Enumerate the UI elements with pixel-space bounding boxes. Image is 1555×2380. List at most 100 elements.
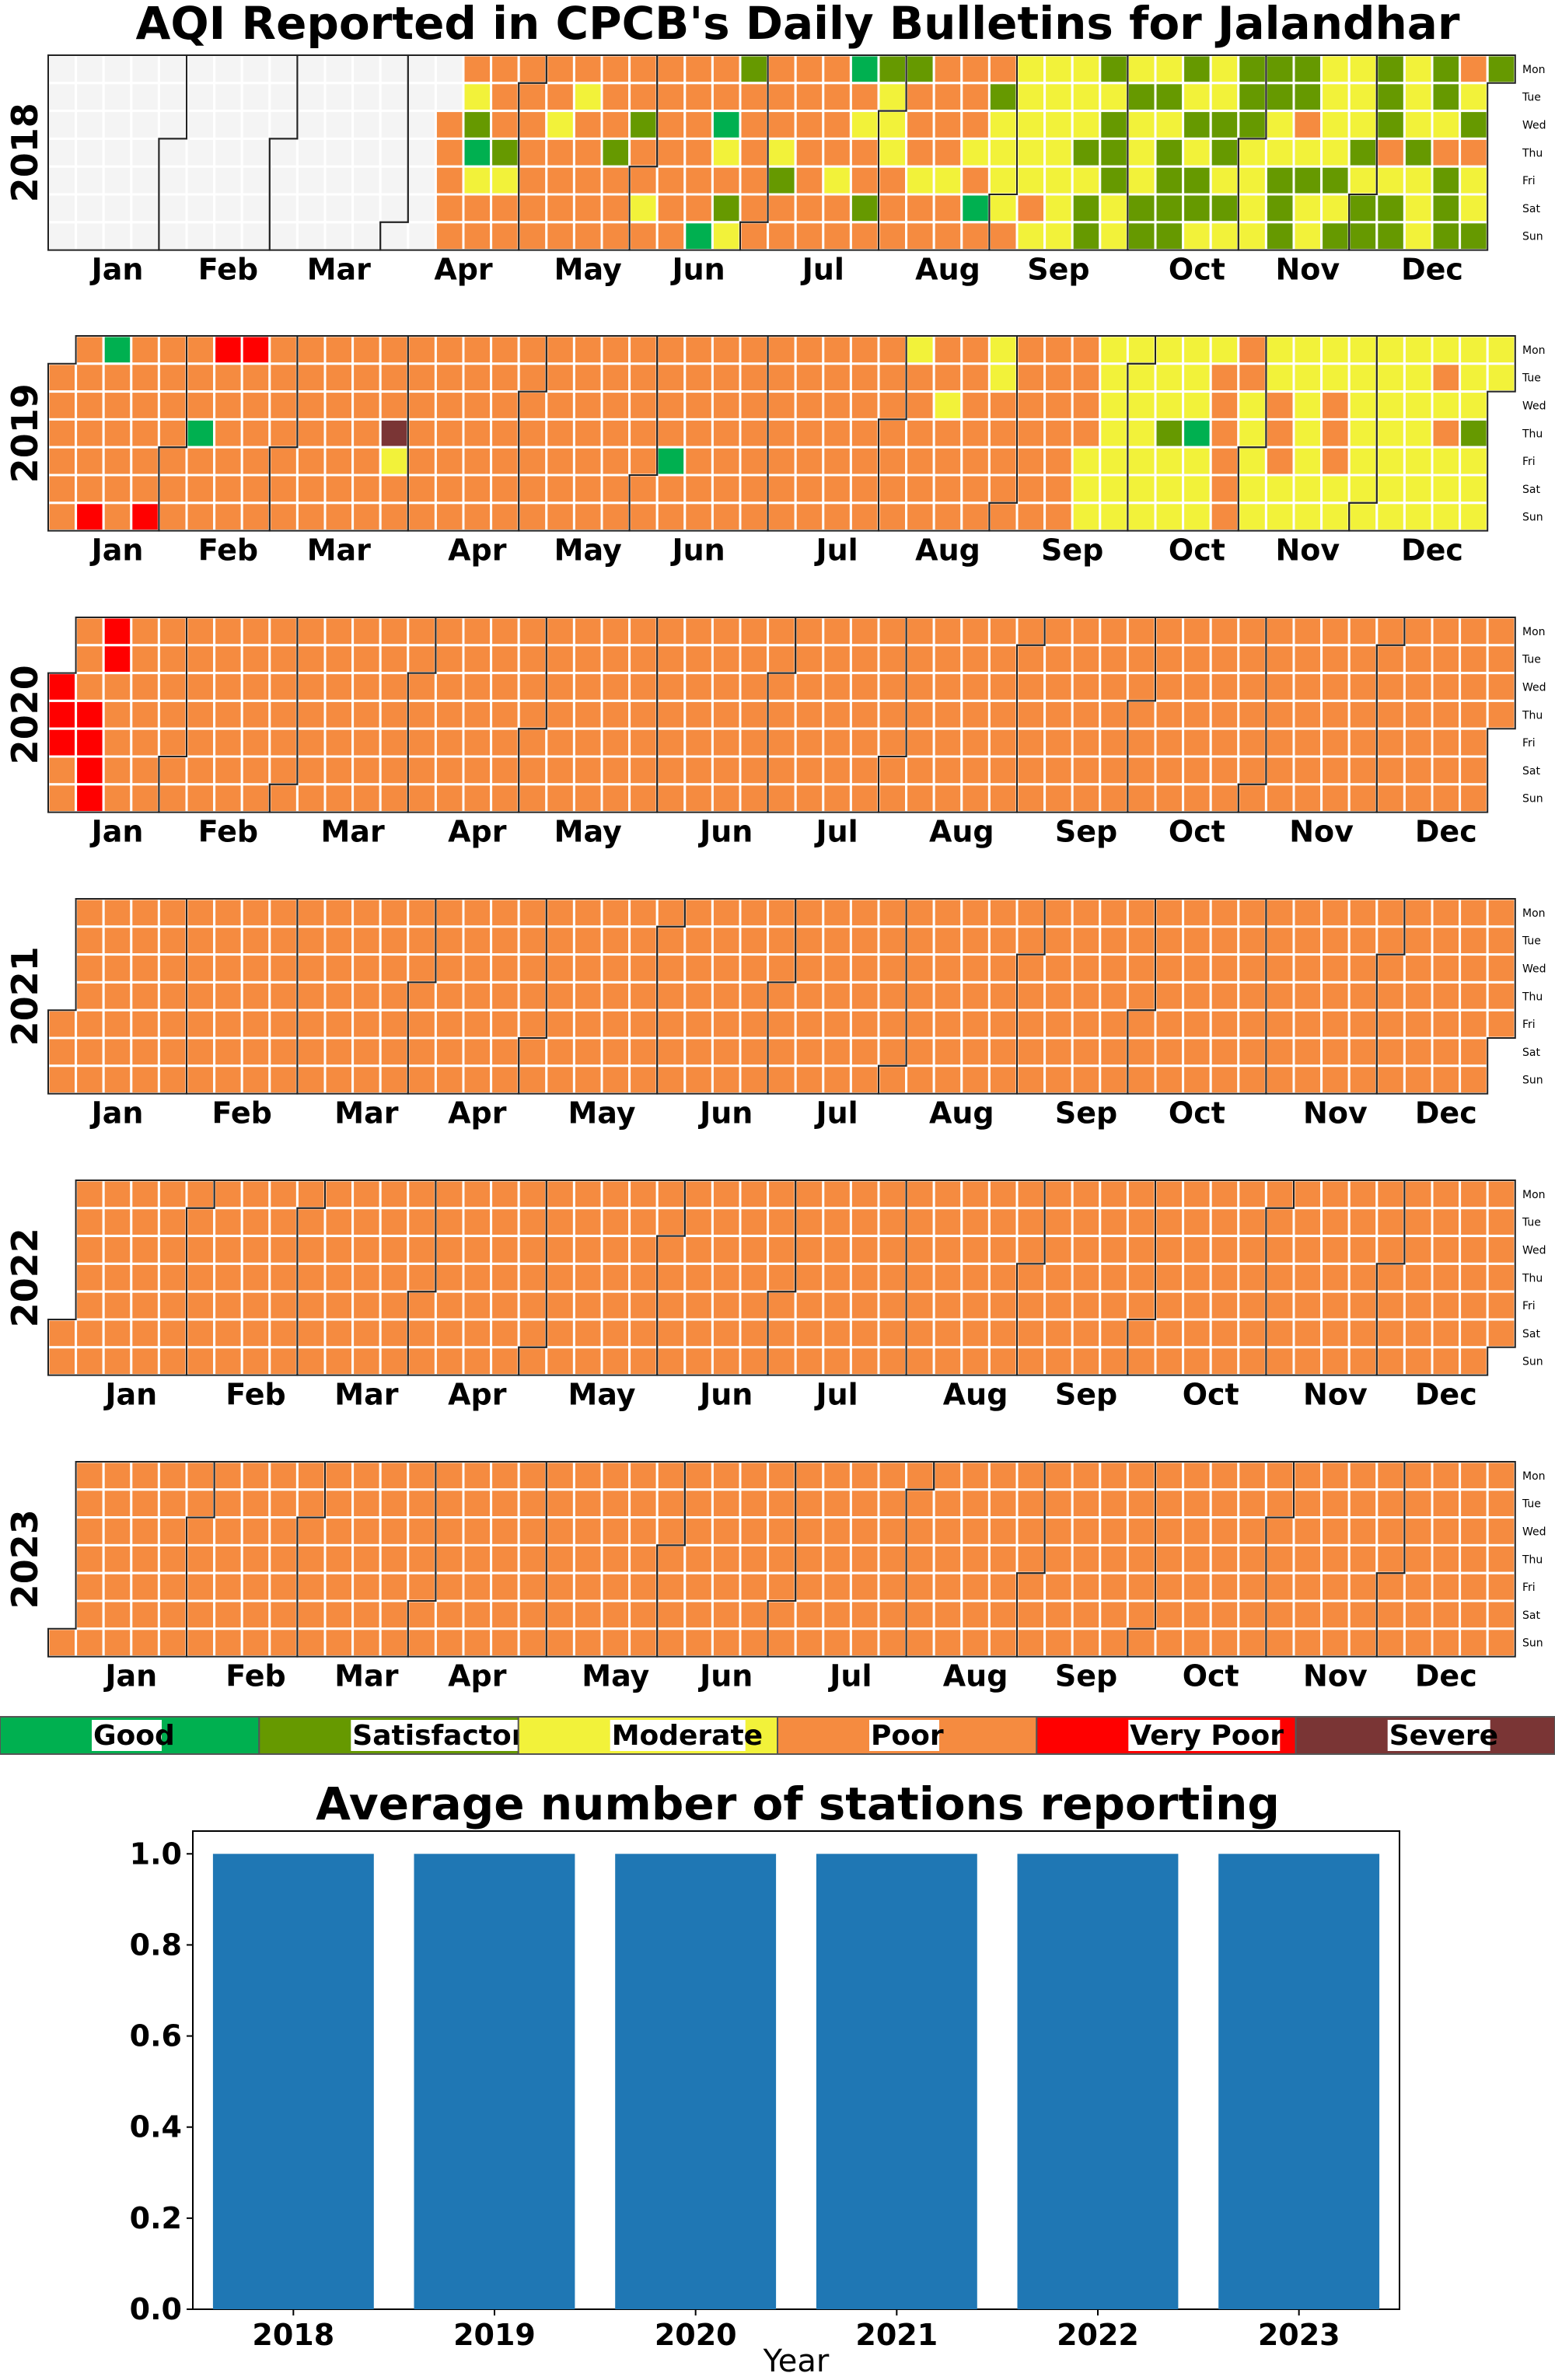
day-cell <box>960 193 991 224</box>
month-label: Jul <box>800 253 844 287</box>
day-cell <box>767 1207 797 1238</box>
day-cell <box>75 1235 105 1265</box>
day-cell <box>1264 1008 1295 1040</box>
day-cell <box>1015 755 1047 786</box>
day-cell <box>960 502 991 533</box>
day-cell <box>905 1627 935 1658</box>
day-cell <box>240 193 271 224</box>
day-cell <box>1431 502 1462 533</box>
day-cell <box>655 1346 687 1377</box>
day-cell <box>379 1318 410 1349</box>
day-cell <box>434 1488 465 1519</box>
day-cell <box>1431 474 1462 505</box>
day-cell <box>102 54 133 85</box>
day-cell <box>1015 1207 1047 1238</box>
month-label: Mar <box>320 815 384 849</box>
day-cell <box>1431 755 1462 786</box>
day-cell <box>1099 502 1129 533</box>
day-cell <box>1375 1262 1406 1293</box>
day-cell <box>1043 953 1074 984</box>
day-cell <box>1375 165 1406 196</box>
day-cell <box>1431 897 1462 928</box>
day-cell <box>47 110 78 140</box>
day-cell <box>75 1036 105 1068</box>
day-cell <box>1375 54 1406 85</box>
day-cell <box>1403 1346 1434 1377</box>
day-cell <box>1237 1064 1267 1096</box>
day-cell <box>1292 1262 1323 1293</box>
month-label: Jan <box>89 533 144 568</box>
day-cell <box>102 1207 133 1238</box>
day-cell <box>628 644 659 675</box>
legend-label: Poor <box>871 1720 944 1752</box>
day-cell <box>905 82 935 113</box>
day-cell <box>572 390 603 421</box>
day-cell <box>1431 334 1462 365</box>
day-cell <box>1486 334 1517 365</box>
day-cell <box>545 1064 575 1096</box>
day-cell <box>1043 1235 1074 1265</box>
day-cell <box>185 502 216 533</box>
day-cell <box>1347 755 1379 786</box>
day-cell <box>185 953 216 984</box>
day-cell <box>987 193 1019 224</box>
weekday-label: Fri <box>1522 1581 1536 1594</box>
day-cell <box>75 699 105 730</box>
day-cell <box>572 616 603 647</box>
day-cell <box>905 672 935 702</box>
day-cell <box>545 1207 575 1238</box>
day-cell <box>683 193 714 224</box>
day-cell <box>462 54 493 85</box>
day-cell <box>1459 362 1489 393</box>
day-cell <box>268 616 299 647</box>
day-cell <box>1403 1543 1434 1574</box>
day-cell <box>960 1516 991 1546</box>
day-cell <box>517 1262 548 1293</box>
day-cell <box>545 1346 575 1377</box>
weekday-label: Wed <box>1522 120 1546 132</box>
day-cell <box>572 110 603 140</box>
day-cell <box>628 1179 659 1210</box>
day-cell <box>1154 980 1185 1012</box>
day-cell <box>739 193 770 224</box>
day-cell <box>379 1627 410 1658</box>
day-cell <box>1320 1516 1351 1546</box>
day-cell <box>711 1599 742 1630</box>
day-cell <box>351 1627 382 1658</box>
day-cell <box>545 1599 575 1630</box>
day-cell <box>1209 1543 1240 1574</box>
day-cell <box>407 446 437 477</box>
day-cell <box>213 1599 243 1630</box>
day-cell <box>295 137 327 168</box>
day-cell <box>295 362 327 393</box>
day-cell <box>1237 193 1267 224</box>
day-cell <box>1015 418 1047 449</box>
day-cell <box>1237 165 1267 196</box>
day-cell <box>932 1627 963 1658</box>
day-cell <box>102 783 133 814</box>
day-cell <box>462 1346 493 1377</box>
day-cell <box>517 82 548 113</box>
day-cell <box>1015 644 1047 675</box>
day-cell <box>1071 502 1102 533</box>
day-cell <box>711 953 742 984</box>
month-label: Jun <box>669 253 725 287</box>
day-cell <box>407 644 437 675</box>
weekday-label: Tue <box>1522 1498 1541 1511</box>
day-cell <box>545 1571 575 1602</box>
day-cell <box>849 755 880 786</box>
day-cell <box>323 1036 355 1068</box>
day-cell <box>434 1008 465 1040</box>
day-cell <box>379 1516 410 1546</box>
day-cell <box>932 1599 963 1630</box>
day-cell <box>517 755 548 786</box>
day-cell <box>47 1318 78 1349</box>
day-cell <box>75 1516 105 1546</box>
day-cell <box>711 446 742 477</box>
day-cell <box>655 193 687 224</box>
day-cell <box>157 1290 188 1321</box>
day-cell <box>960 1207 991 1238</box>
day-cell <box>1015 390 1047 421</box>
day-cell <box>351 1571 382 1602</box>
day-cell <box>572 82 603 113</box>
